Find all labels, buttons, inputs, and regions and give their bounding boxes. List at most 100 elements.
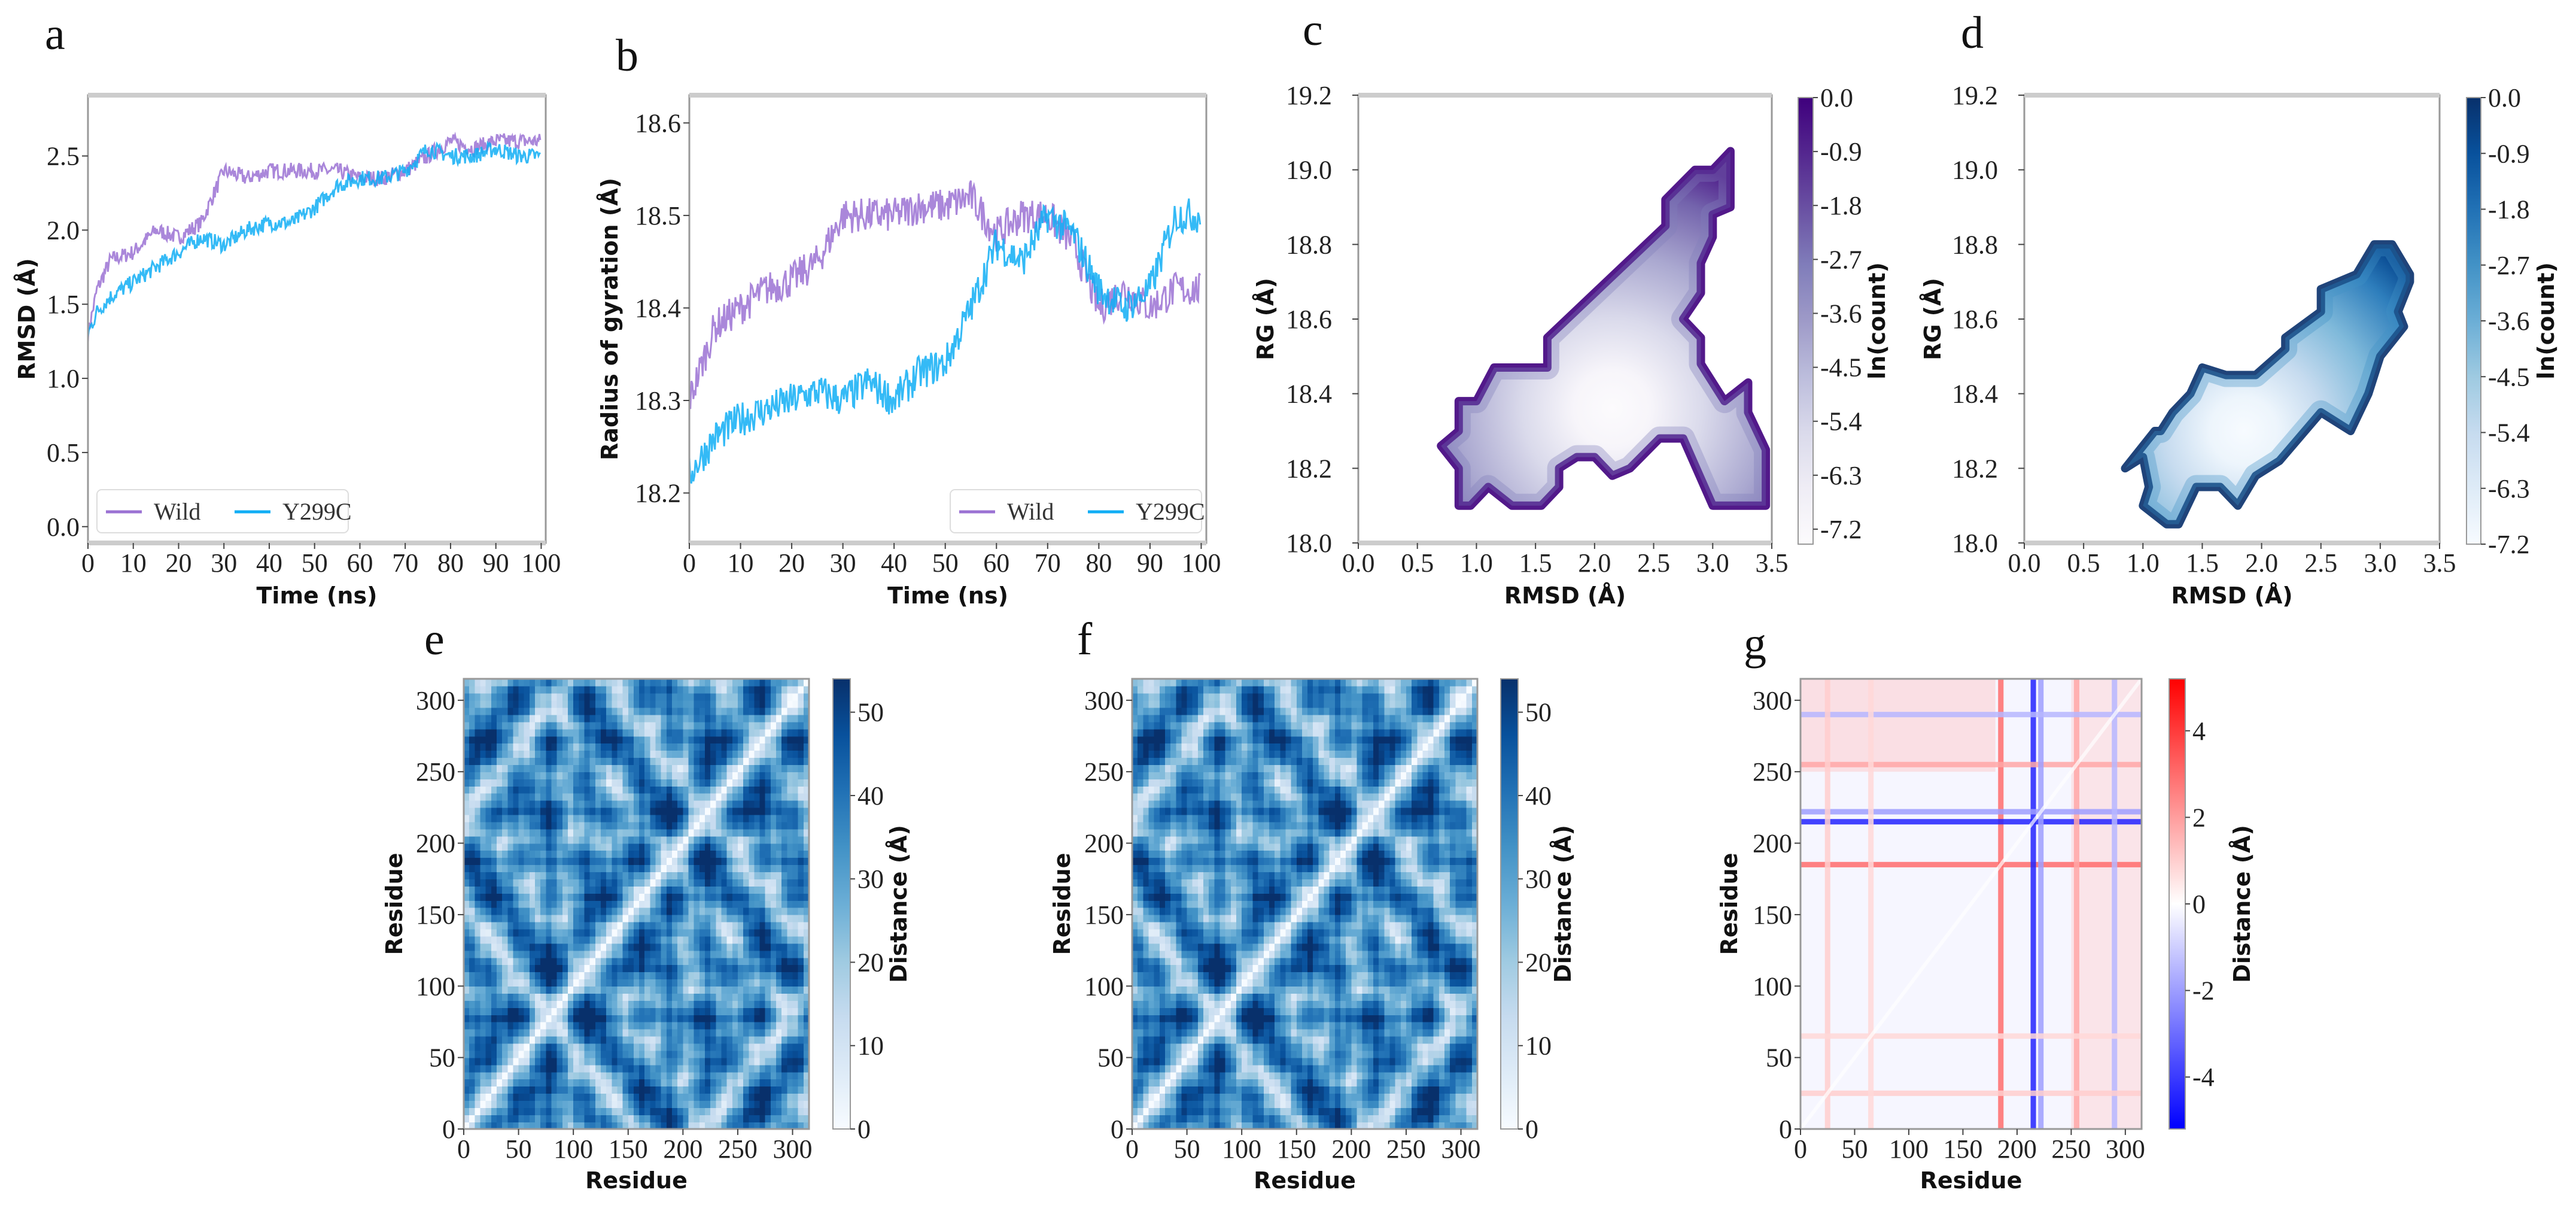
heatmap-cell bbox=[759, 800, 766, 808]
heatmap-cell bbox=[1357, 1079, 1363, 1087]
heatmap-cell bbox=[475, 714, 481, 723]
heatmap-cell bbox=[469, 1115, 476, 1122]
heatmap-cell bbox=[699, 986, 705, 994]
heatmap-cell bbox=[491, 1122, 497, 1129]
heatmap-cell bbox=[705, 857, 711, 866]
heatmap-cell bbox=[798, 736, 804, 744]
heatmap-cell bbox=[464, 936, 470, 944]
heatmap-cell bbox=[683, 1050, 689, 1058]
heatmap-cell bbox=[485, 872, 492, 879]
heatmap-cell bbox=[507, 900, 514, 908]
heatmap-cell bbox=[1340, 1057, 1346, 1066]
heatmap-cell bbox=[770, 786, 777, 794]
heatmap-cell bbox=[694, 836, 700, 844]
heatmap-cell bbox=[798, 786, 804, 794]
heatmap-cell bbox=[551, 1086, 558, 1094]
heatmap-cell bbox=[595, 679, 601, 687]
heatmap-cell bbox=[1373, 1057, 1379, 1066]
heatmap-cell bbox=[535, 786, 542, 794]
heatmap-cell bbox=[1334, 1100, 1341, 1108]
heatmap-cell bbox=[524, 814, 530, 822]
heatmap-cell bbox=[1389, 1093, 1396, 1101]
heatmap-cell bbox=[732, 843, 738, 851]
heatmap-cell bbox=[633, 1100, 640, 1108]
heatmap-cell bbox=[633, 986, 640, 994]
heatmap-cell bbox=[661, 1086, 667, 1094]
heatmap-cell bbox=[562, 1079, 568, 1087]
heatmap-cell bbox=[464, 950, 470, 958]
heatmap-cell bbox=[1181, 1086, 1188, 1094]
heatmap-cell bbox=[469, 1022, 476, 1030]
heatmap-cell bbox=[1307, 1115, 1314, 1122]
heatmap-cell bbox=[639, 679, 646, 687]
heatmap-cell bbox=[469, 700, 476, 708]
heatmap-cell bbox=[743, 1028, 750, 1037]
heatmap-cell bbox=[765, 921, 771, 930]
heatmap-cell bbox=[787, 900, 793, 908]
heatmap-cell bbox=[726, 1122, 733, 1129]
heatmap-cell bbox=[749, 721, 755, 730]
heatmap-cell bbox=[666, 1093, 673, 1101]
heatmap-cell bbox=[639, 714, 646, 723]
heatmap-cell bbox=[612, 993, 618, 1001]
heatmap-cell bbox=[655, 700, 662, 708]
heatmap-cell bbox=[633, 800, 640, 808]
heatmap-cell bbox=[743, 750, 750, 758]
heatmap-cell bbox=[606, 750, 613, 758]
heatmap-cell bbox=[524, 1086, 530, 1094]
heatmap-cell bbox=[721, 1093, 728, 1101]
heatmap-cell bbox=[1340, 1079, 1346, 1087]
heatmap-cell bbox=[518, 1115, 525, 1122]
heatmap-cell bbox=[683, 886, 689, 894]
heatmap-cell bbox=[595, 943, 601, 951]
heatmap-cell bbox=[770, 872, 777, 879]
heatmap-cell bbox=[475, 986, 481, 994]
heatmap-cell bbox=[781, 736, 788, 744]
heatmap-cell bbox=[683, 786, 689, 794]
heatmap-cell bbox=[518, 685, 525, 694]
heatmap-cell bbox=[661, 893, 667, 901]
heatmap-cell bbox=[584, 1115, 591, 1122]
heatmap-cell bbox=[705, 836, 711, 844]
heatmap-cell bbox=[721, 886, 728, 894]
heatmap-cell bbox=[568, 807, 574, 815]
heatmap-cell bbox=[1313, 1057, 1319, 1066]
heatmap-cell bbox=[606, 807, 613, 815]
heatmap-cell bbox=[672, 1057, 678, 1066]
heatmap-cell bbox=[1373, 1107, 1379, 1115]
heatmap-cell bbox=[716, 685, 722, 694]
heatmap-cell bbox=[589, 1057, 596, 1066]
heatmap-cell bbox=[568, 793, 574, 801]
heatmap-cell bbox=[633, 957, 640, 966]
heatmap-cell bbox=[1138, 1072, 1144, 1080]
heatmap-cell bbox=[694, 1022, 700, 1030]
heatmap-cell bbox=[749, 850, 755, 858]
heatmap-cell bbox=[705, 786, 711, 794]
heatmap-cell bbox=[579, 736, 585, 744]
heatmap-cell bbox=[497, 850, 503, 858]
heatmap-cell bbox=[622, 850, 629, 858]
heatmap-cell bbox=[694, 750, 700, 758]
heatmap-cell bbox=[562, 936, 568, 944]
heatmap-cell bbox=[749, 1093, 755, 1101]
heatmap-cell bbox=[803, 900, 809, 908]
heatmap-cell bbox=[754, 807, 761, 815]
heatmap-cell bbox=[622, 828, 629, 837]
heatmap-cell bbox=[694, 1057, 700, 1066]
heatmap-cell bbox=[568, 800, 574, 808]
heatmap-cell bbox=[792, 736, 799, 744]
heatmap-cell bbox=[666, 879, 673, 887]
heatmap-cell bbox=[1450, 1072, 1456, 1080]
heatmap-cell bbox=[633, 1072, 640, 1080]
heatmap-cell bbox=[475, 836, 481, 844]
heatmap-cell bbox=[1214, 1115, 1221, 1122]
heatmap-cell bbox=[694, 1015, 700, 1022]
heatmap-cell bbox=[666, 850, 673, 858]
heatmap-cell bbox=[688, 1057, 695, 1066]
heatmap-cell bbox=[683, 714, 689, 723]
heatmap-cell bbox=[480, 685, 486, 694]
heatmap-cell bbox=[584, 1015, 591, 1022]
heatmap-cell bbox=[737, 928, 744, 937]
heatmap-cell bbox=[781, 836, 788, 844]
heatmap-cell bbox=[1324, 1043, 1330, 1051]
